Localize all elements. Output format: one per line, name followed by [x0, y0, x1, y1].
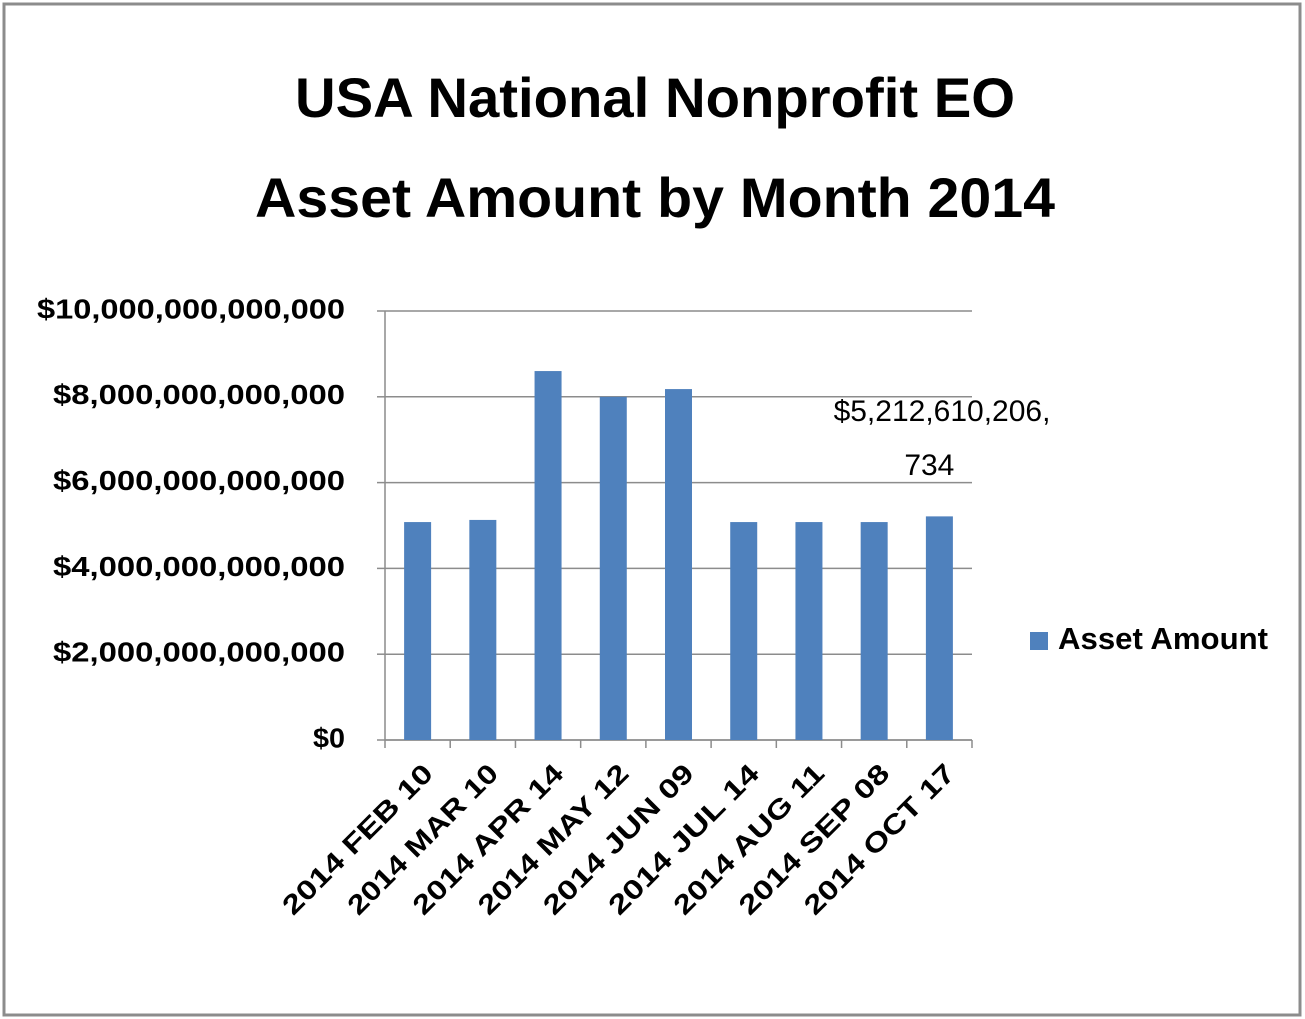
bar — [599, 396, 627, 740]
data-label-line: $5,212,610,206, — [834, 395, 1051, 428]
y-tick-label: $6,000,000,000,000 — [53, 465, 345, 496]
data-label-line: 734 — [904, 449, 954, 482]
legend-swatch — [1030, 632, 1048, 650]
bar — [665, 389, 692, 740]
y-tick-label: $10,000,000,000,000 — [37, 293, 345, 324]
bar — [860, 522, 888, 740]
bar — [925, 516, 953, 740]
bar — [404, 522, 432, 740]
y-tick-label: $8,000,000,000,000 — [53, 379, 345, 410]
bar — [469, 519, 497, 740]
y-tick-label: $4,000,000,000,000 — [53, 551, 345, 582]
y-tick-label: $2,000,000,000,000 — [53, 637, 345, 668]
bar — [534, 371, 562, 740]
data-label: $5,212,610,206, 734 — [834, 395, 1051, 482]
chart-title: USA National Nonprofit EO — [295, 66, 1015, 129]
legend-label: Asset Amount — [1058, 621, 1268, 656]
chart-title: Asset Amount by Month 2014 — [255, 166, 1055, 229]
bar — [730, 522, 758, 740]
y-tick-label: $0 — [313, 722, 345, 753]
bar — [795, 522, 823, 740]
